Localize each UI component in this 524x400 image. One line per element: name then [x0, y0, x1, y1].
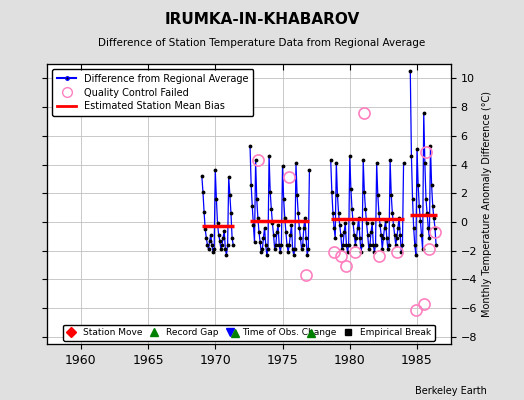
Text: Berkeley Earth: Berkeley Earth: [416, 386, 487, 396]
Text: IRUMKA-IN-KHABAROV: IRUMKA-IN-KHABAROV: [165, 12, 359, 27]
Y-axis label: Monthly Temperature Anomaly Difference (°C): Monthly Temperature Anomaly Difference (…: [483, 91, 493, 317]
Text: Difference of Station Temperature Data from Regional Average: Difference of Station Temperature Data f…: [99, 38, 425, 48]
Legend: Station Move, Record Gap, Time of Obs. Change, Empirical Break: Station Move, Record Gap, Time of Obs. C…: [63, 325, 434, 341]
